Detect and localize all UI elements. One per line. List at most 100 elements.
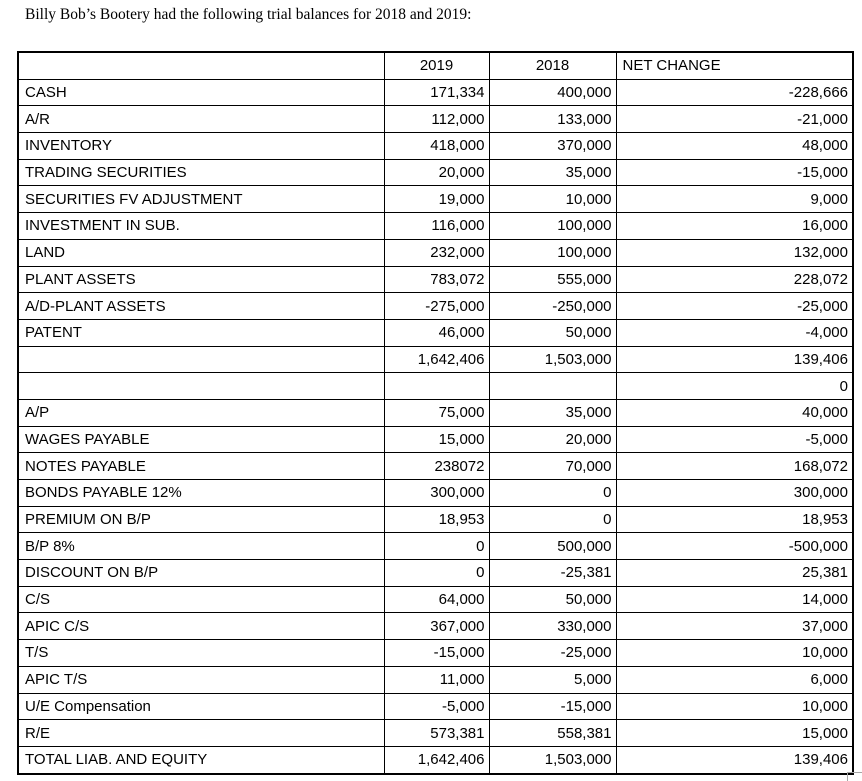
table-row: PATENT 46,000 50,000 -4,000 bbox=[17, 318, 854, 347]
value-2019-cell: 15,000 bbox=[383, 425, 490, 454]
adjacent-cell-corner bbox=[847, 772, 862, 781]
net-change-cell: 132,000 bbox=[615, 238, 854, 267]
value-2018-cell: 20,000 bbox=[488, 425, 617, 454]
net-change-cell: 48,000 bbox=[615, 132, 854, 160]
value-2019-cell bbox=[383, 372, 490, 400]
value-2018-cell bbox=[488, 372, 617, 400]
account-label-cell: APIC T/S bbox=[17, 665, 385, 694]
table-row: SECURITIES FV ADJUSTMENT 19,000 10,000 9,00… bbox=[17, 185, 854, 214]
value-2018-cell: 330,000 bbox=[488, 612, 617, 641]
table-row: APIC C/S 367,000 330,000 37,000 bbox=[17, 612, 854, 641]
value-2018-cell: -15,000 bbox=[488, 692, 617, 721]
value-2019-cell: 1,642,406 bbox=[383, 745, 490, 775]
table-row: WAGES PAYABLE 15,000 20,000 -5,000 bbox=[17, 425, 854, 454]
header-year-2018: 2018 bbox=[488, 51, 617, 80]
value-2018-cell: 1,503,000 bbox=[488, 745, 617, 775]
value-2018-cell: 70,000 bbox=[488, 452, 617, 480]
account-label-cell bbox=[17, 345, 385, 374]
value-2019-cell: -5,000 bbox=[383, 692, 490, 721]
value-2019-cell: 19,000 bbox=[383, 185, 490, 214]
table-row: R/E 573,381 558,381 15,000 bbox=[17, 719, 854, 747]
table-row: C/S 64,000 50,000 14,000 bbox=[17, 585, 854, 614]
value-2019-cell: -15,000 bbox=[383, 639, 490, 667]
value-2019-cell: 573,381 bbox=[383, 719, 490, 747]
net-change-cell: 168,072 bbox=[615, 452, 854, 480]
account-label-cell: APIC C/S bbox=[17, 612, 385, 641]
table-row: INVESTMENT IN SUB. 116,000 100,000 16,000 bbox=[17, 212, 854, 240]
table-row: TOTAL LIAB. AND EQUITY 1,642,406 1,503,000… bbox=[17, 745, 854, 775]
net-change-cell: -5,000 bbox=[615, 425, 854, 454]
account-label-cell: A/R bbox=[17, 105, 385, 134]
net-change-cell: 37,000 bbox=[615, 612, 854, 641]
value-2019-cell: 418,000 bbox=[383, 132, 490, 160]
value-2018-cell: 35,000 bbox=[488, 398, 617, 427]
table-body: CASH 171,334 400,000 -228,666 A/R 112,000 133,… bbox=[17, 78, 854, 775]
value-2019-cell: 116,000 bbox=[383, 212, 490, 240]
value-2018-cell: 35,000 bbox=[488, 158, 617, 187]
value-2018-cell: -25,000 bbox=[488, 639, 617, 667]
account-label-cell: R/E bbox=[17, 719, 385, 747]
value-2019-cell: 367,000 bbox=[383, 612, 490, 641]
account-label-cell: INVENTORY bbox=[17, 132, 385, 160]
account-label-cell: TOTAL LIAB. AND EQUITY bbox=[17, 745, 385, 775]
table-row: B/P 8% 0 500,000 -500,000 bbox=[17, 532, 854, 561]
value-2018-cell: 1,503,000 bbox=[488, 345, 617, 374]
account-label-cell: PATENT bbox=[17, 318, 385, 347]
value-2018-cell: 133,000 bbox=[488, 105, 617, 134]
value-2018-cell: 0 bbox=[488, 505, 617, 534]
net-change-cell: 6,000 bbox=[615, 665, 854, 694]
net-change-cell: -228,666 bbox=[615, 78, 854, 107]
table-row: A/D-PLANT ASSETS -275,000 -250,000 -25,000 bbox=[17, 292, 854, 320]
net-change-cell: 0 bbox=[615, 372, 854, 400]
net-change-cell: -25,000 bbox=[615, 292, 854, 320]
account-label-cell: DISCOUNT ON B/P bbox=[17, 559, 385, 587]
account-label-cell: TRADING SECURITIES bbox=[17, 158, 385, 187]
value-2019-cell: 1,642,406 bbox=[383, 345, 490, 374]
table-row: APIC T/S 11,000 5,000 6,000 bbox=[17, 665, 854, 694]
account-label-cell: BONDS PAYABLE 12% bbox=[17, 479, 385, 507]
table-row: 0 bbox=[17, 372, 854, 400]
table-row: DISCOUNT ON B/P 0 -25,381 25,381 bbox=[17, 559, 854, 587]
table-row: T/S -15,000 -25,000 10,000 bbox=[17, 639, 854, 667]
value-2019-cell: 300,000 bbox=[383, 479, 490, 507]
account-label-cell: LAND bbox=[17, 238, 385, 267]
net-change-cell: -15,000 bbox=[615, 158, 854, 187]
table-row: CASH 171,334 400,000 -228,666 bbox=[17, 78, 854, 107]
account-label-cell: PLANT ASSETS bbox=[17, 265, 385, 294]
value-2018-cell: 50,000 bbox=[488, 585, 617, 614]
value-2018-cell: 500,000 bbox=[488, 532, 617, 561]
table-row: INVENTORY 418,000 370,000 48,000 bbox=[17, 132, 854, 160]
value-2019-cell: 171,334 bbox=[383, 78, 490, 107]
account-label-cell: PREMIUM ON B/P bbox=[17, 505, 385, 534]
net-change-cell: -4,000 bbox=[615, 318, 854, 347]
net-change-cell: 14,000 bbox=[615, 585, 854, 614]
table-row: LAND 232,000 100,000 132,000 bbox=[17, 238, 854, 267]
value-2019-cell: 238072 bbox=[383, 452, 490, 480]
net-change-cell: 139,406 bbox=[615, 745, 854, 775]
value-2019-cell: -275,000 bbox=[383, 292, 490, 320]
net-change-cell: -21,000 bbox=[615, 105, 854, 134]
value-2019-cell: 232,000 bbox=[383, 238, 490, 267]
trial-balance-table: 2019 2018 NET CHANGE CASH 171,334 400,000-… bbox=[17, 51, 854, 775]
net-change-cell: 139,406 bbox=[615, 345, 854, 374]
net-change-cell: 228,072 bbox=[615, 265, 854, 294]
table-row: U/E Compensation -5,000 -15,000 10,000 bbox=[17, 692, 854, 721]
net-change-cell: 15,000 bbox=[615, 719, 854, 747]
value-2018-cell: -25,381 bbox=[488, 559, 617, 587]
net-change-cell: 25,381 bbox=[615, 559, 854, 587]
value-2019-cell: 64,000 bbox=[383, 585, 490, 614]
table-row: 1,642,406 1,503,000 139,406 bbox=[17, 345, 854, 374]
value-2019-cell: 46,000 bbox=[383, 318, 490, 347]
value-2019-cell: 112,000 bbox=[383, 105, 490, 134]
account-label-cell bbox=[17, 372, 385, 400]
account-label-cell: WAGES PAYABLE bbox=[17, 425, 385, 454]
value-2019-cell: 783,072 bbox=[383, 265, 490, 294]
net-change-cell: 300,000 bbox=[615, 479, 854, 507]
account-label-cell: T/S bbox=[17, 639, 385, 667]
account-label-cell: C/S bbox=[17, 585, 385, 614]
table-row: A/P 75,000 35,000 40,000 bbox=[17, 398, 854, 427]
table-row: A/R 112,000 133,000 -21,000 bbox=[17, 105, 854, 134]
net-change-cell: 10,000 bbox=[615, 692, 854, 721]
value-2018-cell: 50,000 bbox=[488, 318, 617, 347]
